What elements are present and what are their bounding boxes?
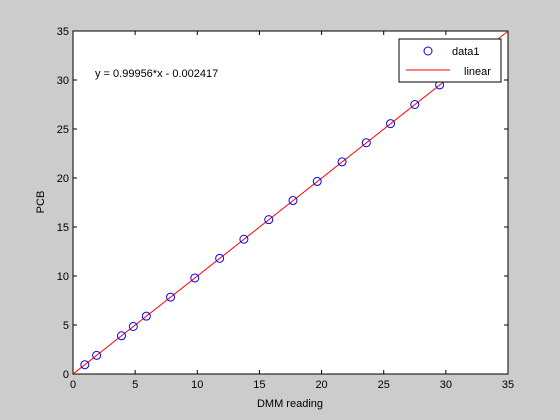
data-point [166,292,176,302]
legend-marker-data1 [423,46,433,56]
x-tick-label: 5 [132,379,138,391]
x-tick-label: 10 [191,379,203,391]
data-point [190,273,200,283]
data-point [141,311,151,321]
x-tick-label: 20 [315,379,327,391]
y-tick-label: 35 [57,26,69,38]
x-tick-labels: 0 5 10 15 20 25 30 35 [70,379,514,391]
data-point [128,321,138,331]
data-point [410,100,420,109]
y-tick-labels: 0 5 10 15 20 25 30 35 [57,26,69,381]
plot-content [73,31,508,374]
data-point [264,215,274,225]
data-point [239,234,249,244]
data-point [312,176,322,186]
data-point [288,196,298,206]
legend: data1 linear [398,38,502,83]
data-point [386,119,396,129]
legend-label-linear: linear [464,66,491,78]
data-point [116,331,126,341]
fit-equation-annotation: y = 0.99956*x - 0.002417 [95,68,218,80]
x-tick-label: 15 [253,379,265,391]
data-point [92,350,102,360]
series-line-linear [73,31,508,374]
data-point [337,157,347,167]
x-axis-label: DMM reading [257,398,323,410]
legend-box [398,38,502,83]
data-point [80,360,90,370]
x-tick-label: 35 [502,379,514,391]
y-tick-label: 30 [57,75,69,87]
x-tick-label: 0 [70,379,76,391]
data-point [215,253,225,263]
data-point [361,138,371,148]
x-tick-label: 25 [378,379,390,391]
y-tick-label: 15 [57,222,69,234]
legend-label-data1: data1 [452,46,480,58]
y-tick-label: 20 [57,173,69,185]
y-axis-label: PCB [35,191,47,214]
y-tick-label: 25 [57,124,69,136]
axis-ticks [72,30,509,375]
x-tick-label: 30 [440,379,452,391]
y-tick-label: 0 [63,369,69,381]
y-tick-label: 10 [57,271,69,283]
y-tick-label: 5 [63,320,69,332]
